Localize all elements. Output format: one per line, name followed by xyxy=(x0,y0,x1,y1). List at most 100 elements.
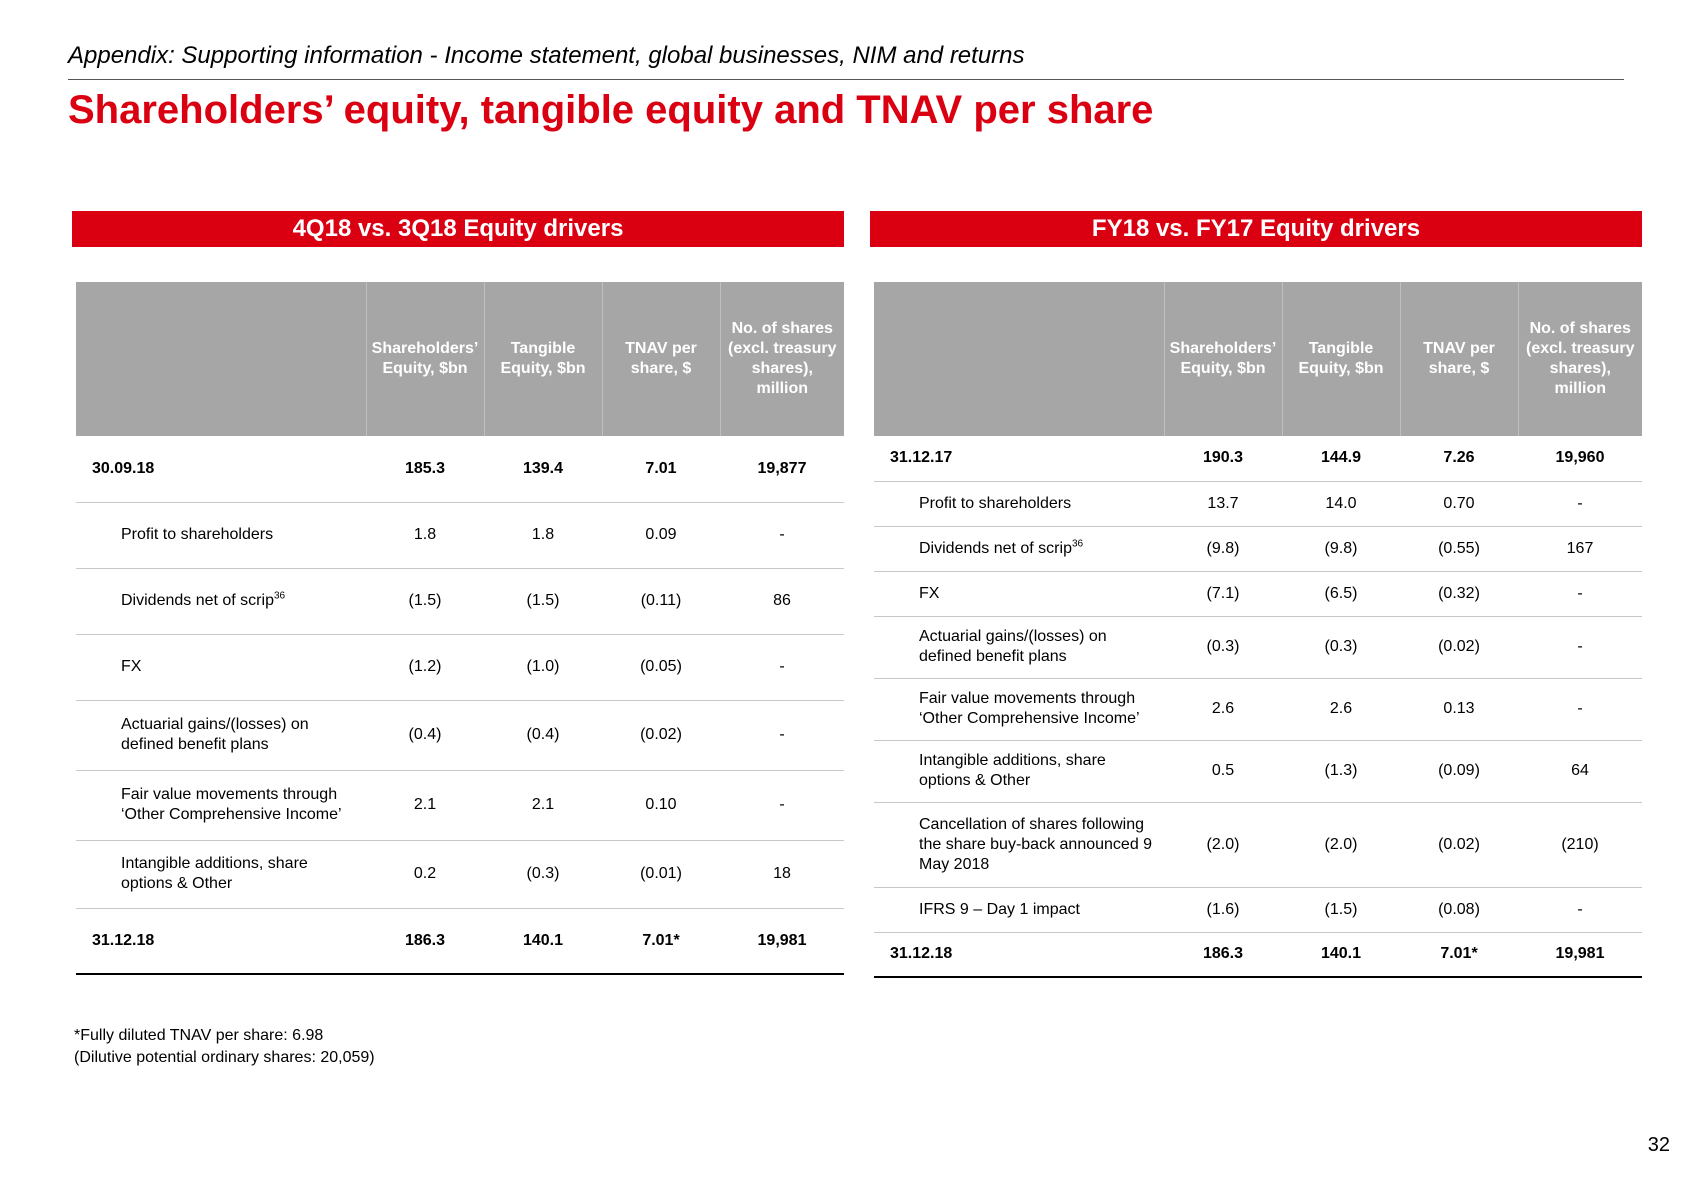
cell-shares: - xyxy=(720,502,844,569)
cell-tangible: (0.4) xyxy=(484,700,602,771)
cell-equity: 186.3 xyxy=(1164,932,1282,978)
row-label: Actuarial gains/(losses) on defined bene… xyxy=(874,616,1164,679)
table-row: Profit to shareholders 1.8 1.8 0.09 - xyxy=(76,502,844,569)
cell-equity: (0.3) xyxy=(1164,616,1282,679)
row-label: Actuarial gains/(losses) on defined bene… xyxy=(76,700,366,771)
row-label: FX xyxy=(76,634,366,701)
cell-tangible: (0.3) xyxy=(1282,616,1400,679)
row-label: Intangible additions, share options & Ot… xyxy=(874,740,1164,803)
table-row: Actuarial gains/(losses) on defined bene… xyxy=(874,616,1642,679)
cell-shares: - xyxy=(1518,481,1642,527)
cell-equity: 185.3 xyxy=(366,436,484,503)
cell-equity: (0.4) xyxy=(366,700,484,771)
cell-tnav: (0.09) xyxy=(1400,740,1518,803)
table-row: 31.12.18 186.3 140.1 7.01* 19,981 xyxy=(874,932,1642,978)
header-equity: Shareholders’ Equity, $bn xyxy=(1164,282,1283,436)
cell-tangible: 140.1 xyxy=(484,908,602,975)
row-label-text: Dividends net of scrip xyxy=(919,539,1072,557)
cell-equity: (1.6) xyxy=(1164,887,1282,933)
row-label: 30.09.18 xyxy=(76,436,366,503)
cell-shares: 64 xyxy=(1518,740,1642,803)
cell-tangible: (2.0) xyxy=(1282,802,1400,888)
cell-tangible: (1.5) xyxy=(1282,887,1400,933)
header-divider xyxy=(68,79,1624,80)
header-tangible: Tangible Equity, $bn xyxy=(1282,282,1401,436)
cell-tangible: 2.6 xyxy=(1282,678,1400,741)
row-label: FX xyxy=(874,571,1164,617)
row-label: Fair value movements through ‘Other Comp… xyxy=(874,678,1164,741)
footnote-line: (Dilutive potential ordinary shares: 20,… xyxy=(74,1049,375,1066)
cell-tnav: (0.05) xyxy=(602,634,720,701)
row-label: Fair value movements through ‘Other Comp… xyxy=(76,770,366,841)
cell-tangible: 1.8 xyxy=(484,502,602,569)
cell-tangible: 140.1 xyxy=(1282,932,1400,978)
header-shares: No. of shares (excl. treasury shares), m… xyxy=(720,282,844,436)
footnote-line: *Fully diluted TNAV per share: 6.98 xyxy=(74,1027,324,1044)
cell-tnav: 7.01* xyxy=(602,908,720,975)
page-title: Shareholders’ equity, tangible equity an… xyxy=(68,88,1154,132)
cell-tnav: 7.01 xyxy=(602,436,720,503)
table-row: Dividends net of scrip36 (9.8) (9.8) (0.… xyxy=(874,526,1642,572)
row-label: Cancellation of shares following the sha… xyxy=(874,802,1164,888)
cell-shares: - xyxy=(720,700,844,771)
cell-equity: (1.2) xyxy=(366,634,484,701)
row-label: IFRS 9 – Day 1 impact xyxy=(874,887,1164,933)
row-label-text: Dividends net of scrip xyxy=(121,592,274,609)
cell-equity: (7.1) xyxy=(1164,571,1282,617)
cell-shares: - xyxy=(1518,616,1642,679)
table-header-row: Shareholders’ Equity, $bn Tangible Equit… xyxy=(874,282,1642,436)
year-equity-table: Shareholders’ Equity, $bn Tangible Equit… xyxy=(874,282,1642,978)
cell-tangible: (1.0) xyxy=(484,634,602,701)
cell-tnav: 0.10 xyxy=(602,770,720,841)
table-row: Cancellation of shares following the sha… xyxy=(874,802,1642,888)
table-row: Intangible additions, share options & Ot… xyxy=(874,740,1642,803)
row-label: 31.12.18 xyxy=(76,908,366,975)
header-shares: No. of shares (excl. treasury shares), m… xyxy=(1518,282,1642,436)
table-row: Actuarial gains/(losses) on defined bene… xyxy=(76,700,844,771)
cell-shares: - xyxy=(1518,887,1642,933)
cell-tangible: (0.3) xyxy=(484,840,602,909)
cell-shares: 18 xyxy=(720,840,844,909)
cell-equity: 0.2 xyxy=(366,840,484,909)
row-label: Profit to shareholders xyxy=(874,481,1164,527)
cell-tangible: 14.0 xyxy=(1282,481,1400,527)
row-label: Profit to shareholders xyxy=(76,502,366,569)
cell-tangible: (1.5) xyxy=(484,568,602,635)
row-label: 31.12.18 xyxy=(874,932,1164,978)
cell-tnav: (0.32) xyxy=(1400,571,1518,617)
header-tangible: Tangible Equity, $bn xyxy=(484,282,603,436)
cell-shares: 19,877 xyxy=(720,436,844,503)
cell-tnav: (0.02) xyxy=(1400,616,1518,679)
cell-tangible: 2.1 xyxy=(484,770,602,841)
cell-equity: 0.5 xyxy=(1164,740,1282,803)
table-row: Intangible additions, share options & Ot… xyxy=(76,840,844,909)
cell-shares: 167 xyxy=(1518,526,1642,572)
cell-tnav: 0.70 xyxy=(1400,481,1518,527)
quarter-equity-table: Shareholders’ Equity, $bn Tangible Equit… xyxy=(76,282,844,975)
cell-shares: 19,981 xyxy=(1518,932,1642,978)
header-equity: Shareholders’ Equity, $bn xyxy=(366,282,485,436)
cell-shares: 19,960 xyxy=(1518,436,1642,482)
cell-shares: 86 xyxy=(720,568,844,635)
table-row: Fair value movements through ‘Other Comp… xyxy=(874,678,1642,741)
cell-shares: - xyxy=(720,770,844,841)
row-label: Dividends net of scrip36 xyxy=(76,568,366,635)
cell-tnav: 0.13 xyxy=(1400,678,1518,741)
row-label: Dividends net of scrip36 xyxy=(874,526,1164,572)
table-row: 31.12.17 190.3 144.9 7.26 19,960 xyxy=(874,436,1642,482)
cell-equity: 186.3 xyxy=(366,908,484,975)
cell-equity: 13.7 xyxy=(1164,481,1282,527)
cell-tnav: (0.11) xyxy=(602,568,720,635)
cell-equity: 2.6 xyxy=(1164,678,1282,741)
row-label: Intangible additions, share options & Ot… xyxy=(76,840,366,909)
cell-equity: (9.8) xyxy=(1164,526,1282,572)
table-row: FX (7.1) (6.5) (0.32) - xyxy=(874,571,1642,617)
table-row: Dividends net of scrip36 (1.5) (1.5) (0.… xyxy=(76,568,844,635)
cell-tnav: 7.26 xyxy=(1400,436,1518,482)
cell-tangible: (9.8) xyxy=(1282,526,1400,572)
header-tnav: TNAV per share, $ xyxy=(602,282,721,436)
footnote-ref: 36 xyxy=(273,590,286,602)
cell-shares: - xyxy=(1518,678,1642,741)
table-row: Fair value movements through ‘Other Comp… xyxy=(76,770,844,841)
row-label: 31.12.17 xyxy=(874,436,1164,482)
